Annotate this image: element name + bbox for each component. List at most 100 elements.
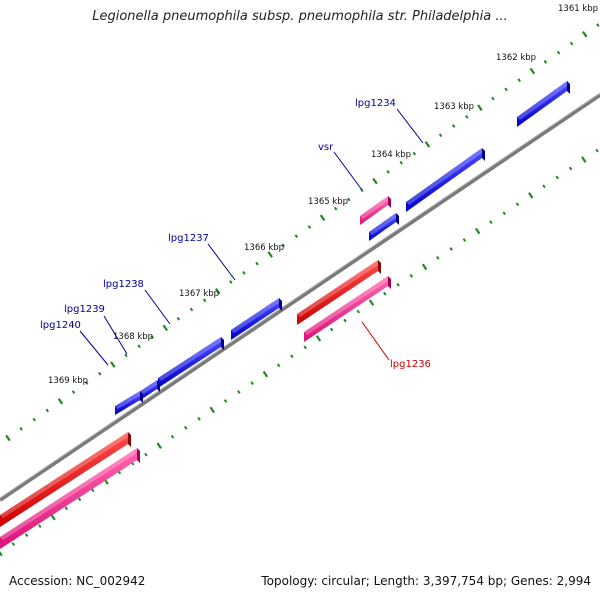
- gene-lpg1235[interactable]: [369, 213, 399, 241]
- leader-line: [362, 322, 389, 360]
- inner-tick: [317, 336, 321, 341]
- inner-tick: [357, 310, 359, 313]
- outer-tick: [492, 97, 494, 100]
- inner-tick: [12, 543, 14, 546]
- outer-tick: [530, 68, 534, 73]
- outer-tick: [177, 317, 179, 320]
- outer-tick: [46, 409, 48, 412]
- gene-label-lpg1240[interactable]: lpg1240: [40, 320, 81, 331]
- inner-tick: [410, 274, 412, 277]
- outer-tick: [413, 152, 415, 155]
- inner-tick: [39, 525, 41, 528]
- outer-tick: [597, 24, 599, 27]
- inner-tick: [570, 167, 572, 170]
- kbp-label: 1367 kbp: [179, 289, 219, 299]
- inner-tick: [79, 498, 81, 501]
- inner-tick: [238, 391, 240, 394]
- gene-label-lpg1237[interactable]: lpg1237: [168, 233, 209, 244]
- gene-lpg1237[interactable]: [231, 298, 282, 340]
- inner-tick: [543, 185, 545, 188]
- accession-text: Accession: NC_002942: [9, 574, 145, 588]
- outer-tick: [309, 226, 311, 229]
- outer-tick: [558, 51, 560, 54]
- outer-tick: [191, 308, 193, 311]
- leader-line: [397, 109, 423, 143]
- inner-tick: [211, 407, 215, 412]
- outer-tick: [505, 88, 507, 91]
- inner-tick: [26, 534, 28, 537]
- gene-label-lpg1239[interactable]: lpg1239: [64, 304, 105, 315]
- outer-tick: [518, 79, 520, 82]
- inner-tick: [185, 426, 187, 429]
- kbp-label: 1365 kbp: [308, 197, 348, 207]
- inner-tick: [304, 346, 306, 349]
- inner-tick: [582, 157, 586, 162]
- gene-end: [128, 432, 131, 447]
- inner-tick: [157, 443, 161, 448]
- outer-tick: [138, 345, 140, 348]
- outer-tick: [348, 198, 350, 201]
- outer-tick: [59, 399, 63, 404]
- outer-tick: [440, 134, 442, 137]
- inner-tick: [517, 203, 519, 206]
- inner-tick: [92, 489, 94, 492]
- outer-tick: [571, 42, 573, 45]
- kbp-label: 1366 kbp: [244, 243, 284, 253]
- inner-tick: [397, 283, 399, 286]
- inner-tick: [278, 364, 280, 367]
- outer-tick: [583, 32, 587, 37]
- inner-tick: [529, 193, 533, 198]
- leader-line: [208, 244, 235, 280]
- inner-tick: [198, 418, 200, 421]
- leader-line: [80, 331, 108, 365]
- inner-tick: [51, 515, 55, 520]
- gene-label-lpg1238[interactable]: lpg1238: [103, 279, 144, 290]
- outer-tick: [125, 354, 127, 357]
- gene-label-vsr[interactable]: vsr: [318, 142, 334, 153]
- gene-end: [378, 260, 381, 274]
- gene-bevel: [0, 448, 140, 540]
- gene-label-lpg1234[interactable]: lpg1234: [355, 98, 396, 109]
- outer-tick: [321, 215, 325, 220]
- inner-tick: [503, 212, 505, 215]
- outer-tick: [204, 299, 206, 302]
- gene-end: [137, 448, 140, 463]
- inner-tick: [65, 507, 67, 510]
- gene-label-lpg1236[interactable]: lpg1236: [390, 359, 431, 370]
- inner-tick-track: [0, 149, 598, 555]
- inner-tick: [172, 435, 174, 438]
- outer-tick: [99, 372, 101, 375]
- inner-tick: [476, 228, 480, 233]
- gene-track: [0, 81, 570, 549]
- outer-tick: [335, 207, 337, 210]
- gene-bevel: [158, 337, 224, 381]
- gene-end: [567, 81, 570, 94]
- outer-tick: [243, 272, 245, 275]
- inner-tick: [251, 382, 253, 385]
- gene-bevel: [517, 81, 570, 120]
- gene-red-lower[interactable]: [0, 432, 131, 527]
- gene-pink-lower[interactable]: [0, 448, 140, 549]
- genome-backbone-highlight: [0, 93, 600, 498]
- inner-tick: [556, 176, 558, 179]
- outer-tick: [387, 171, 389, 174]
- inner-tick: [264, 372, 268, 377]
- outer-tick: [466, 116, 468, 119]
- genome-backbone: [0, 95, 600, 500]
- leader-line: [145, 290, 170, 324]
- outer-tick: [400, 161, 402, 164]
- gene-bevel: [406, 148, 485, 205]
- outer-tick: [20, 428, 22, 431]
- outer-tick: [111, 362, 115, 367]
- outer-tick: [6, 435, 10, 440]
- gene-lpg1238[interactable]: [158, 337, 224, 388]
- gene-end: [482, 148, 485, 161]
- leader-line: [334, 152, 362, 190]
- inner-tick: [423, 264, 427, 269]
- outer-tick-track: [6, 24, 599, 441]
- outer-tick: [373, 178, 377, 183]
- outer-tick: [453, 125, 455, 128]
- kbp-label: 1362 kbp: [496, 53, 536, 63]
